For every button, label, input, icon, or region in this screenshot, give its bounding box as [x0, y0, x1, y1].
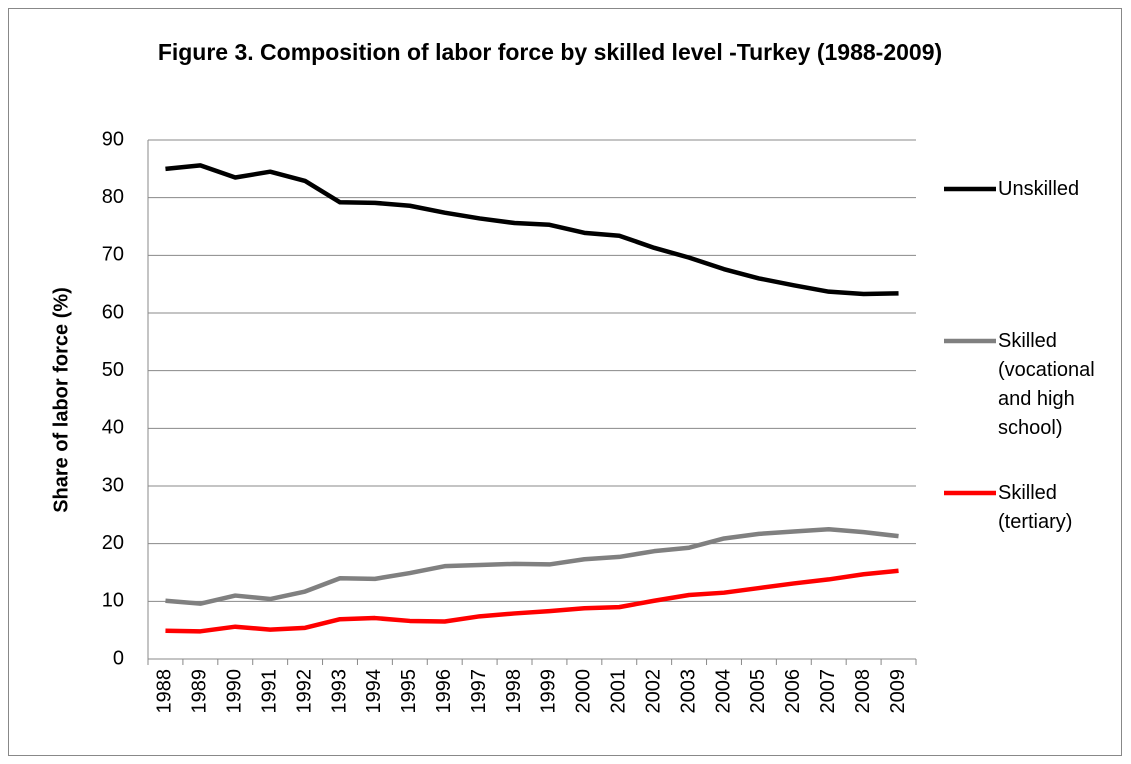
x-tick-label: 1996: [433, 669, 455, 714]
x-tick-label: 2005: [747, 669, 769, 714]
x-tick-label: 2008: [852, 669, 874, 714]
y-tick-label: 20: [102, 532, 124, 554]
x-tick-label: 1993: [328, 669, 350, 714]
y-tick-label: 40: [102, 417, 124, 439]
x-tick-label: 2001: [608, 669, 630, 714]
x-tick-label: 2004: [712, 669, 734, 714]
x-tick-label: 1990: [224, 669, 246, 714]
x-tick-label: 1999: [538, 669, 560, 714]
y-axis-label: Share of labor force (%): [50, 287, 72, 513]
x-tick-label: 2000: [573, 669, 595, 714]
series-line: [165, 163, 899, 297]
x-tick-label: 2006: [782, 669, 804, 714]
series-line: [165, 568, 899, 634]
x-tick-label: 2009: [887, 669, 909, 714]
legend-label: Skilled (tertiary): [998, 482, 1073, 533]
chart-title: Figure 3. Composition of labor force by …: [157, 39, 943, 65]
legend-label: Skilled (vocational and high school): [998, 330, 1095, 439]
y-tick-label: 50: [102, 359, 124, 381]
x-tick-label: 2007: [817, 669, 839, 714]
x-tick-label: 1988: [154, 669, 176, 714]
y-tick-label: 80: [102, 186, 124, 208]
x-tick-label: 1995: [398, 669, 420, 714]
x-tick-label: 2002: [642, 669, 664, 714]
y-tick-label: 0: [113, 647, 124, 669]
y-tick-label: 90: [102, 128, 124, 150]
series-line: [165, 527, 899, 606]
x-tick-label: 1998: [503, 669, 525, 714]
x-tick-label: 1997: [468, 669, 490, 714]
x-tick-label: 1989: [189, 669, 211, 714]
y-tick-label: 70: [102, 244, 124, 266]
y-tick-label: 60: [102, 301, 124, 323]
y-tick-label: 10: [102, 590, 124, 612]
y-tick-label: 30: [102, 474, 124, 496]
x-tick-label: 2003: [677, 669, 699, 714]
chart-border: [8, 8, 1122, 756]
x-tick-label: 1991: [258, 669, 280, 714]
x-tick-label: 1992: [293, 669, 315, 714]
x-tick-label: 1994: [363, 669, 385, 714]
legend-label: Unskilled: [998, 178, 1080, 200]
